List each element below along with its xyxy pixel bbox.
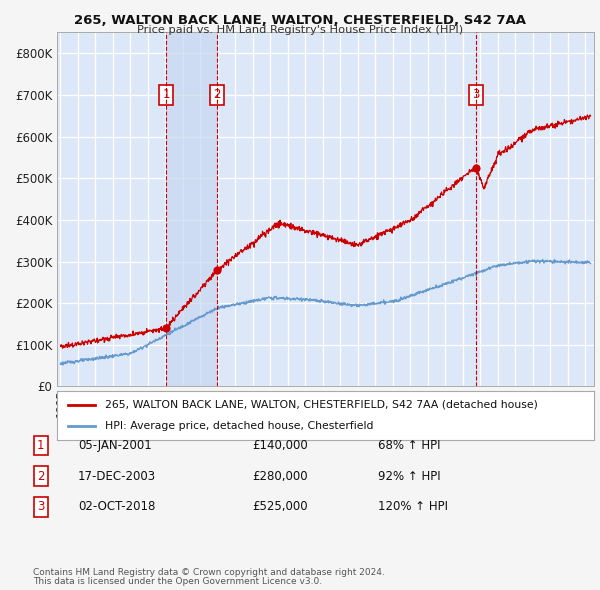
Text: 3: 3 <box>472 88 479 101</box>
Text: Price paid vs. HM Land Registry's House Price Index (HPI): Price paid vs. HM Land Registry's House … <box>137 25 463 35</box>
Text: Contains HM Land Registry data © Crown copyright and database right 2024.: Contains HM Land Registry data © Crown c… <box>33 568 385 577</box>
Text: This data is licensed under the Open Government Licence v3.0.: This data is licensed under the Open Gov… <box>33 577 322 586</box>
Bar <box>166 32 217 386</box>
Text: 265, WALTON BACK LANE, WALTON, CHESTERFIELD, S42 7AA: 265, WALTON BACK LANE, WALTON, CHESTERFI… <box>74 14 526 27</box>
Text: 3: 3 <box>37 500 44 513</box>
Text: 2: 2 <box>37 470 44 483</box>
Text: 1: 1 <box>37 439 44 452</box>
Text: £525,000: £525,000 <box>252 500 308 513</box>
Point <box>161 323 171 333</box>
Text: 92% ↑ HPI: 92% ↑ HPI <box>378 470 440 483</box>
Text: 120% ↑ HPI: 120% ↑ HPI <box>378 500 448 513</box>
Text: 05-JAN-2001: 05-JAN-2001 <box>78 439 152 452</box>
Text: HPI: Average price, detached house, Chesterfield: HPI: Average price, detached house, Ches… <box>106 421 374 431</box>
Point <box>212 265 222 274</box>
Text: 1: 1 <box>163 88 170 101</box>
Text: 02-OCT-2018: 02-OCT-2018 <box>78 500 155 513</box>
Text: 2: 2 <box>214 88 221 101</box>
Point <box>471 163 481 172</box>
Text: 68% ↑ HPI: 68% ↑ HPI <box>378 439 440 452</box>
Text: £280,000: £280,000 <box>252 470 308 483</box>
Text: 17-DEC-2003: 17-DEC-2003 <box>78 470 156 483</box>
Text: £140,000: £140,000 <box>252 439 308 452</box>
Text: 265, WALTON BACK LANE, WALTON, CHESTERFIELD, S42 7AA (detached house): 265, WALTON BACK LANE, WALTON, CHESTERFI… <box>106 399 538 409</box>
